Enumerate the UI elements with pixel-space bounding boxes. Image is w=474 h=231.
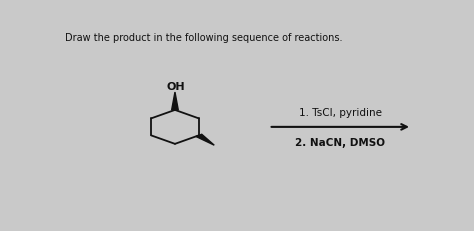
Text: OH: OH: [167, 82, 185, 92]
Text: Draw the product in the following sequence of reactions.: Draw the product in the following sequen…: [65, 33, 342, 43]
Text: 2. NaCN, DMSO: 2. NaCN, DMSO: [295, 137, 385, 147]
Polygon shape: [172, 93, 178, 110]
Polygon shape: [196, 135, 214, 146]
Text: 1. TsCl, pyridine: 1. TsCl, pyridine: [299, 108, 382, 118]
